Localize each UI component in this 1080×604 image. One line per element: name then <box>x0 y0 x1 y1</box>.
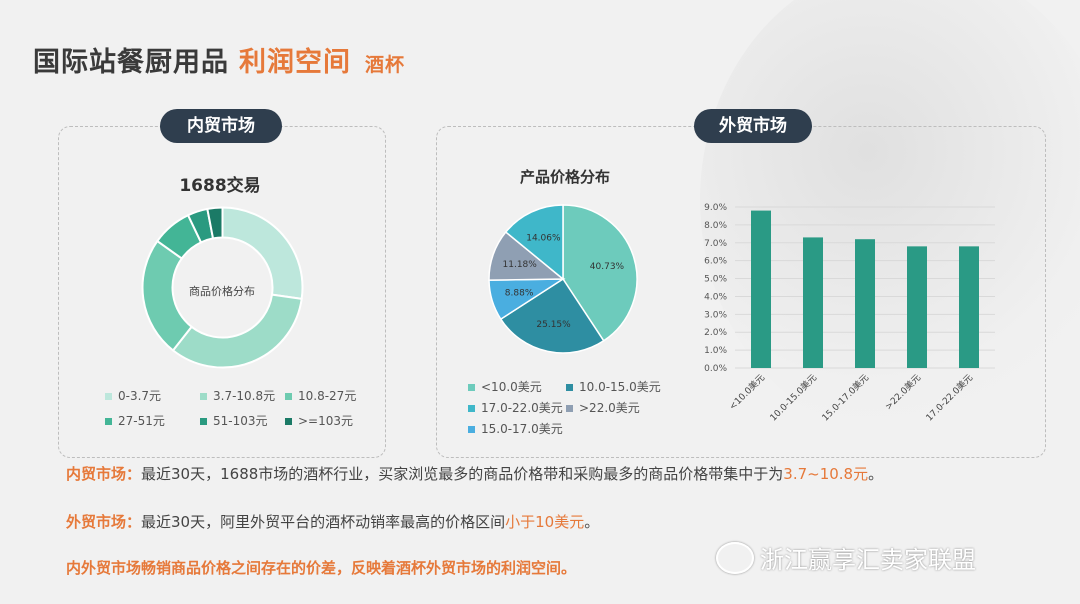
conclusion-text: 内外贸市场畅销商品价格之间存在的价差，反映着酒杯外贸市场的利润空间。 <box>66 559 577 577</box>
legend-label: 3.7-10.8元 <box>213 389 276 403</box>
title-sub: 酒杯 <box>365 54 406 76</box>
legend-item: 15.0-17.0美元 <box>468 420 563 437</box>
domestic-summary-end: 。 <box>868 465 884 483</box>
pie-data-label: 11.18% <box>503 260 538 270</box>
legend-label: 27-51元 <box>118 414 165 428</box>
y-tick-label: 8.0% <box>704 221 727 231</box>
legend-swatch <box>468 384 475 391</box>
legend-label: 15.0-17.0美元 <box>481 422 563 436</box>
pie-chart-title: 产品价格分布 <box>519 168 610 186</box>
foreign-pill: 外贸市场 <box>694 109 812 143</box>
legend-label: <10.0美元 <box>481 380 542 394</box>
legend-label: 10.8-27元 <box>298 389 357 403</box>
donut-slice <box>206 206 224 240</box>
legend-swatch <box>468 405 475 412</box>
foreign-summary-highlight: 小于10美元 <box>505 513 585 531</box>
title-highlight: 利润空间 <box>239 47 351 78</box>
legend-swatch <box>285 418 292 425</box>
pie-legend: <10.0美元 10.0-15.0美元 17.0-22.0美元 >22.0美元 15.0… <box>468 378 698 438</box>
pie-slice <box>499 277 605 354</box>
legend-swatch <box>468 426 475 433</box>
y-tick-label: 7.0% <box>704 239 727 249</box>
legend-item: 3.7-10.8元 <box>200 387 275 404</box>
legend-swatch <box>566 384 573 391</box>
y-tick-label: 3.0% <box>704 310 727 320</box>
legend-label: 51-103元 <box>213 414 268 428</box>
legend-swatch <box>200 418 207 425</box>
watermark-text: 浙江赢享汇卖家联盟 <box>760 546 976 574</box>
bar-chart: 0.0% 1.0% 2.0% 3.0% 4.0% 5.0% 6.0% 7.0% 8.0% 9.0%… <box>704 203 995 424</box>
foreign-summary-end: 。 <box>584 513 600 531</box>
pie-data-label: 25.15% <box>536 320 571 330</box>
legend-item: 51-103元 <box>200 412 268 429</box>
donut-slice <box>171 293 303 369</box>
domestic-pill: 内贸市场 <box>160 109 282 143</box>
donut-center-label: 商品价格分布 <box>189 285 255 298</box>
domestic-summary-body: 最近30天，1688市场的酒杯行业，买家浏览最多的商品价格带和采购最多的商品价格… <box>141 465 784 483</box>
donut-chart-title: 1688交易 <box>179 176 261 196</box>
pie-chart: 40.73% 25.15% 8.88% 11.18% 14.06% <box>488 204 638 354</box>
y-tick-label: 5.0% <box>704 275 727 285</box>
legend-item: >22.0美元 <box>566 399 640 416</box>
legend-label: 0-3.7元 <box>118 389 162 403</box>
wechat-icon <box>716 542 754 574</box>
x-tick-label: >22.0美元 <box>882 372 923 413</box>
legend-swatch <box>285 393 292 400</box>
foreign-summary-label: 外贸市场： <box>66 513 142 531</box>
legend-label: >22.0美元 <box>579 401 640 415</box>
x-tick-label: <10.0美元 <box>726 372 767 413</box>
legend-swatch <box>200 393 207 400</box>
donut-chart <box>141 206 304 369</box>
pie-slice <box>504 204 564 281</box>
page-title: 国际站餐厨用品 利润空间 酒杯 <box>33 40 405 79</box>
x-tick-label: 15.0-17.0美元 <box>819 372 871 424</box>
bar <box>855 239 875 368</box>
legend-item: 10.8-27元 <box>285 387 356 404</box>
y-tick-label: 4.0% <box>704 292 727 302</box>
y-tick-label: 6.0% <box>704 257 727 267</box>
donut-legend: 0-3.7元 3.7-10.8元 10.8-27元 27-51元 51-103元 >=10… <box>105 387 385 437</box>
x-tick-label: 10.0-15.0美元 <box>767 372 819 424</box>
legend-item: <10.0美元 <box>468 378 542 395</box>
legend-label: 10.0-15.0美元 <box>579 380 661 394</box>
y-tick-label: 1.0% <box>704 346 727 356</box>
y-tick-label: 0.0% <box>704 364 727 374</box>
bar <box>959 246 979 368</box>
y-tick-label: 9.0% <box>704 203 727 213</box>
bar <box>751 210 771 368</box>
legend-item: 17.0-22.0美元 <box>468 399 563 416</box>
legend-label: >=103元 <box>298 414 354 428</box>
domestic-summary-highlight: 3.7~10.8元 <box>783 465 869 483</box>
pie-data-label: 14.06% <box>526 234 561 244</box>
bar <box>907 246 927 368</box>
domestic-summary-label: 内贸市场： <box>66 465 142 483</box>
pie-data-label: 8.88% <box>505 288 534 298</box>
legend-item: 10.0-15.0美元 <box>566 378 661 395</box>
bar <box>803 237 823 368</box>
legend-item: 0-3.7元 <box>105 387 161 404</box>
y-tick-label: 2.0% <box>704 328 727 338</box>
legend-item: >=103元 <box>285 412 353 429</box>
title-main: 国际站餐厨用品 <box>33 47 229 78</box>
pie-data-label: 40.73% <box>590 262 625 272</box>
legend-label: 17.0-22.0美元 <box>481 401 563 415</box>
legend-swatch <box>105 418 112 425</box>
legend-swatch <box>105 393 112 400</box>
legend-item: 27-51元 <box>105 412 165 429</box>
domestic-summary: 内贸市场：最近30天，1688市场的酒杯行业，买家浏览最多的商品价格带和采购最多… <box>66 463 883 484</box>
foreign-summary-body: 最近30天，阿里外贸平台的酒杯动销率最高的价格区间 <box>141 513 506 531</box>
x-tick-label: 17.0-22.0美元 <box>923 372 975 424</box>
foreign-summary: 外贸市场：最近30天，阿里外贸平台的酒杯动销率最高的价格区间小于10美元。 <box>66 511 599 532</box>
legend-swatch <box>566 405 573 412</box>
